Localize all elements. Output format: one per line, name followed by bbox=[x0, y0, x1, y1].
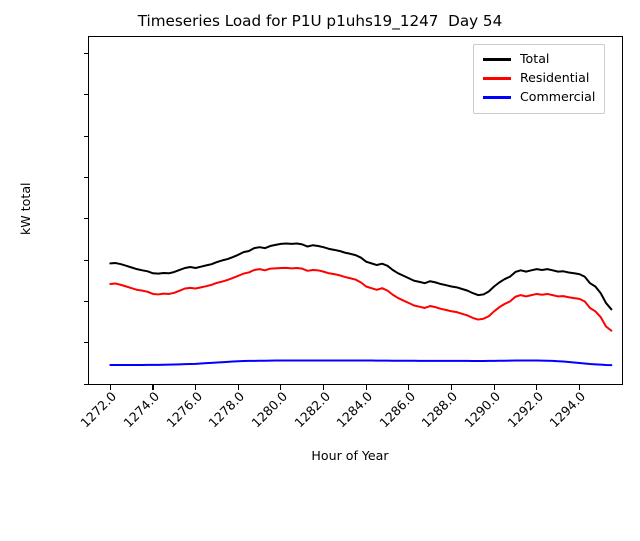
x-tick-mark bbox=[408, 385, 410, 390]
y-tick-mark bbox=[83, 53, 88, 55]
y-tick-mark bbox=[83, 342, 88, 344]
x-tick-mark bbox=[237, 385, 239, 390]
y-tick-mark bbox=[83, 135, 88, 137]
y-tick-mark bbox=[83, 176, 88, 179]
matplotlib-figure: Timeseries Load for P1U p1uhs19_1247 Day… bbox=[18, 12, 623, 463]
y-tick-mark bbox=[83, 218, 88, 220]
chart-title: Timeseries Load for P1U p1uhs19_1247 Day… bbox=[137, 12, 503, 30]
x-tick-mark bbox=[450, 385, 453, 390]
y-axis-label: kW total bbox=[18, 182, 33, 235]
x-tick-mark bbox=[323, 385, 325, 390]
legend-item-residential[interactable]: Residential bbox=[483, 69, 595, 88]
legend-label: Total bbox=[520, 51, 550, 67]
x-tick-mark bbox=[109, 385, 111, 390]
legend-swatch-total bbox=[483, 58, 511, 61]
x-tick-mark bbox=[578, 385, 580, 390]
chart-legend: Total Residential Commercial bbox=[473, 44, 606, 114]
y-tick-mark bbox=[83, 383, 88, 385]
legend-label: Residential bbox=[520, 70, 590, 86]
x-tick-mark bbox=[280, 385, 282, 390]
x-tick-mark bbox=[195, 385, 197, 390]
x-tick-mark bbox=[365, 385, 367, 390]
x-tick-mark bbox=[493, 385, 495, 390]
legend-swatch-commercial bbox=[483, 96, 511, 99]
legend-label: Commercial bbox=[520, 89, 596, 105]
y-tick-mark bbox=[83, 259, 88, 261]
series-line-commercial bbox=[109, 359, 613, 367]
series-line-residential bbox=[109, 266, 613, 332]
series-lines bbox=[109, 242, 613, 367]
x-tick-mark bbox=[536, 385, 538, 390]
x-tick-label: 1272.0 bbox=[77, 388, 120, 431]
legend-item-commercial[interactable]: Commercial bbox=[483, 88, 595, 107]
legend-swatch-residential bbox=[483, 77, 511, 80]
x-axis-label: Hour of Year bbox=[311, 448, 389, 463]
legend-item-total[interactable]: Total bbox=[483, 50, 595, 69]
series-line-total bbox=[109, 242, 613, 311]
y-tick-mark bbox=[83, 300, 88, 302]
x-tick-mark bbox=[152, 385, 154, 390]
y-tick-mark bbox=[83, 94, 88, 96]
